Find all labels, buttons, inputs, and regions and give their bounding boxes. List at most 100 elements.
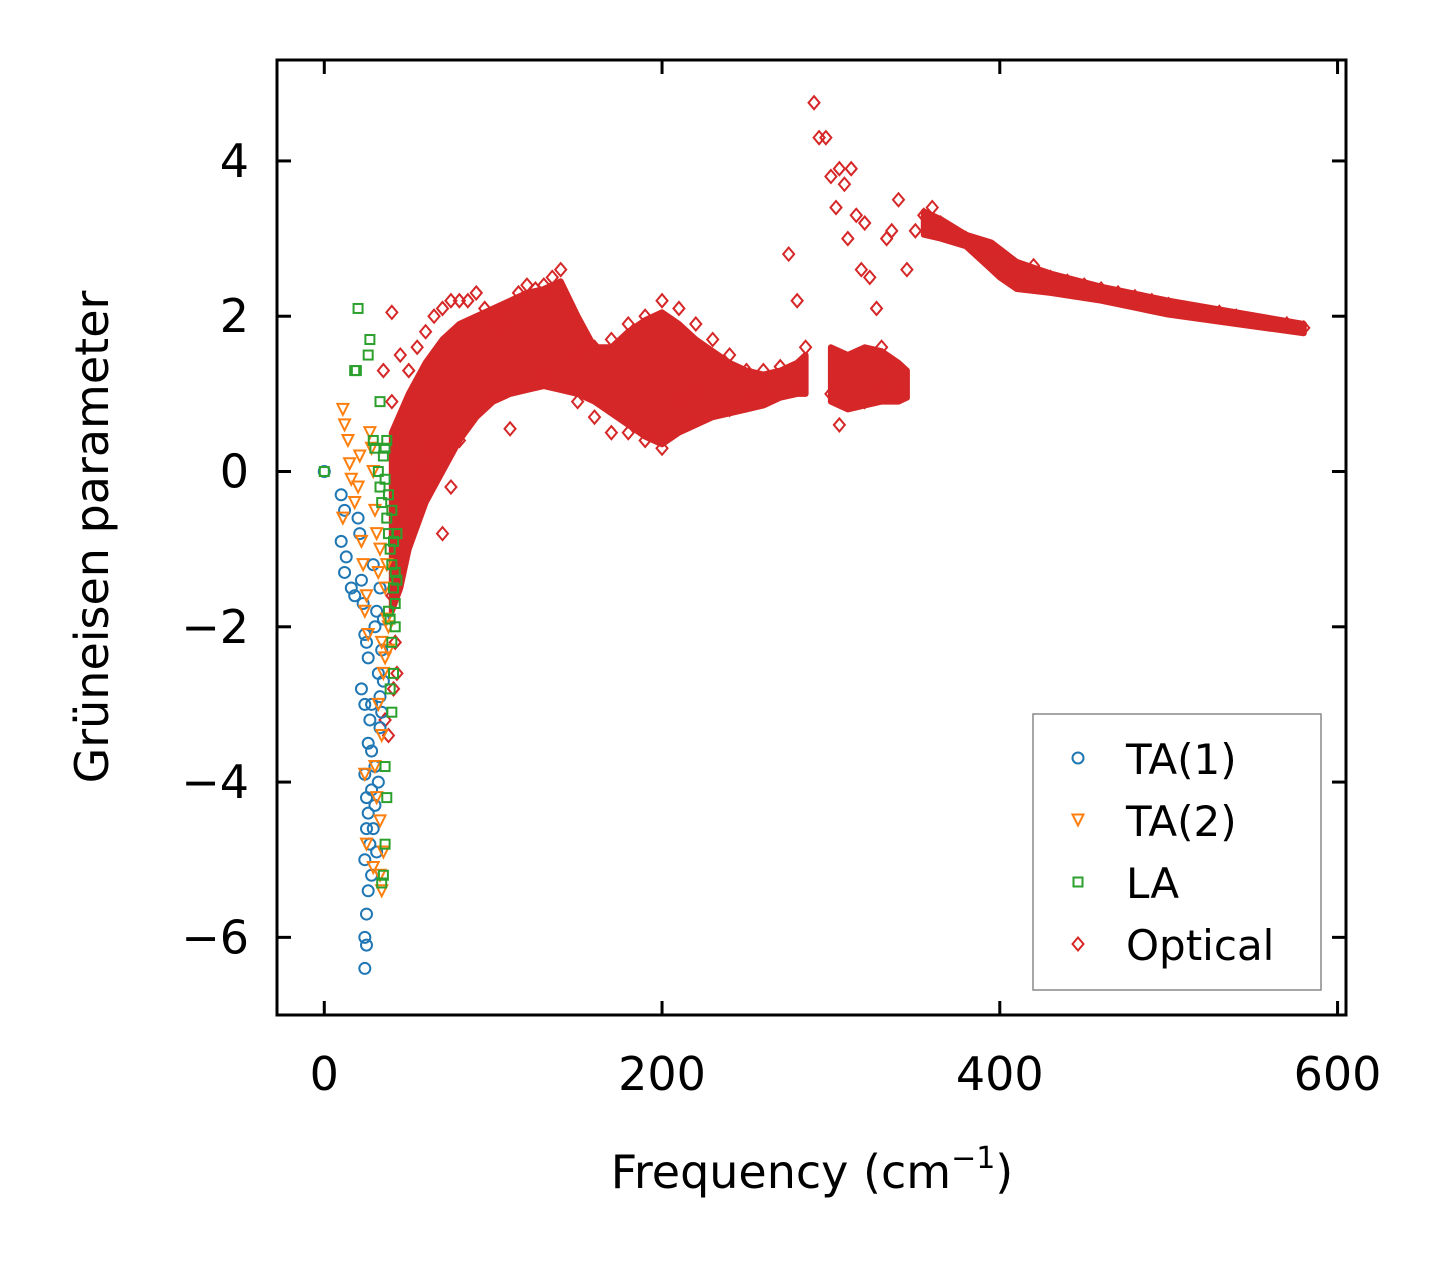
point-optical-68 xyxy=(1026,257,1041,274)
legend-marker-optical xyxy=(1071,935,1085,953)
point-optical-31 xyxy=(705,331,720,348)
point-la-25 xyxy=(389,566,401,578)
point-optical-98 xyxy=(452,432,467,449)
point-ta2-7 xyxy=(350,480,366,495)
legend-marker-ta2 xyxy=(1070,813,1086,828)
point-optical-0 xyxy=(385,304,399,321)
point-ta2-10 xyxy=(356,558,371,573)
point-ta1-18 xyxy=(361,736,375,750)
x-tick-label-200: 200 xyxy=(618,1047,706,1101)
point-la-34 xyxy=(376,877,388,889)
point-ta2-11 xyxy=(357,604,372,619)
point-ta1-37 xyxy=(373,721,387,735)
point-optical-41 xyxy=(819,129,833,146)
point-ta1-8 xyxy=(351,511,365,525)
point-optical-114 xyxy=(689,385,703,402)
point-optical-3 xyxy=(393,346,408,364)
point-optical-12 xyxy=(469,284,484,301)
point-optical-13 xyxy=(477,300,492,317)
point-ta2-29 xyxy=(369,791,384,806)
point-la-12 xyxy=(377,450,389,462)
point-optical-99 xyxy=(385,587,399,604)
point-la-24 xyxy=(388,535,400,547)
point-la-16 xyxy=(384,543,396,555)
legend-marker-ta1 xyxy=(1071,751,1085,765)
point-la-39 xyxy=(386,706,398,718)
point-ta1-23 xyxy=(365,783,379,797)
point-la-6 xyxy=(374,396,386,408)
point-optical-51 xyxy=(862,269,877,286)
point-ta2-2 xyxy=(340,433,356,449)
point-optical-2 xyxy=(385,393,399,410)
point-optical-71 xyxy=(1077,277,1092,294)
point-optical-58 xyxy=(908,222,923,239)
point-optical-106 xyxy=(553,362,568,379)
point-ta1-25 xyxy=(360,822,374,836)
point-ta1-15 xyxy=(361,651,375,665)
point-optical-50 xyxy=(857,215,872,232)
point-optical-87 xyxy=(840,354,855,371)
point-la-33 xyxy=(377,869,389,881)
x-axis-label-superscript: −1 xyxy=(951,1141,995,1176)
point-ta1-10 xyxy=(354,573,368,587)
point-optical-14 xyxy=(486,308,500,325)
point-optical-20 xyxy=(537,277,551,294)
point-ta2-1 xyxy=(337,418,352,433)
point-optical-93 xyxy=(410,494,424,511)
point-optical-21 xyxy=(545,269,560,286)
point-ta1-35 xyxy=(373,690,387,704)
point-optical-111 xyxy=(638,432,652,449)
legend-label-la: LA xyxy=(1126,859,1179,908)
point-optical-115 xyxy=(705,393,720,410)
x-axis-label-suffix: ) xyxy=(995,1145,1013,1199)
point-ta2-33 xyxy=(374,884,389,899)
point-la-35 xyxy=(391,528,403,540)
y-tick-label--2: −2 xyxy=(181,600,249,654)
point-optical-15 xyxy=(494,315,509,333)
point-ta1-44 xyxy=(371,775,385,789)
point-ta2-35 xyxy=(359,837,374,852)
point-optical-66 xyxy=(992,246,1007,263)
point-optical-47 xyxy=(844,160,858,177)
point-ta1-30 xyxy=(360,907,374,921)
point-ta2-23 xyxy=(377,651,393,666)
point-la-9 xyxy=(372,466,384,478)
point-optical-30 xyxy=(689,315,703,333)
point-optical-117 xyxy=(739,393,754,410)
point-ta2-14 xyxy=(362,426,378,441)
point-optical-69 xyxy=(1043,269,1058,286)
point-ta1-39 xyxy=(370,604,384,618)
y-tick-label-0: 0 xyxy=(220,445,249,499)
legend: TA(1) TA(2) LA Optical xyxy=(1032,713,1322,991)
point-ta1-9 xyxy=(353,527,367,541)
point-optical-89 xyxy=(874,378,889,395)
point-optical-7 xyxy=(427,308,441,325)
point-ta2-36 xyxy=(366,860,381,876)
point-la-21 xyxy=(381,434,393,446)
point-optical-75 xyxy=(1144,292,1159,309)
point-optical-101 xyxy=(390,665,404,682)
point-ta2-12 xyxy=(359,589,374,604)
point-optical-48 xyxy=(849,207,864,224)
point-optical-79 xyxy=(1212,304,1227,321)
point-la-30 xyxy=(379,761,391,773)
point-optical-53 xyxy=(874,339,889,356)
point-ta2-19 xyxy=(371,565,386,581)
point-la-20 xyxy=(379,442,391,454)
point-optical-5 xyxy=(410,339,424,356)
point-la-1 xyxy=(352,302,364,314)
point-optical-4 xyxy=(401,362,416,379)
point-optical-26 xyxy=(621,315,636,333)
point-optical-38 xyxy=(798,339,813,356)
point-optical-95 xyxy=(427,440,441,457)
point-ta2-13 xyxy=(361,628,376,643)
point-ta2-27 xyxy=(374,728,389,744)
point-ta1-16 xyxy=(358,697,372,711)
x-tick-label-0: 0 xyxy=(310,1047,339,1101)
point-ta2-3 xyxy=(342,457,357,472)
point-ta2-4 xyxy=(344,472,359,488)
point-la-8 xyxy=(369,442,381,454)
point-ta2-20 xyxy=(372,542,388,557)
point-la-32 xyxy=(379,838,391,850)
